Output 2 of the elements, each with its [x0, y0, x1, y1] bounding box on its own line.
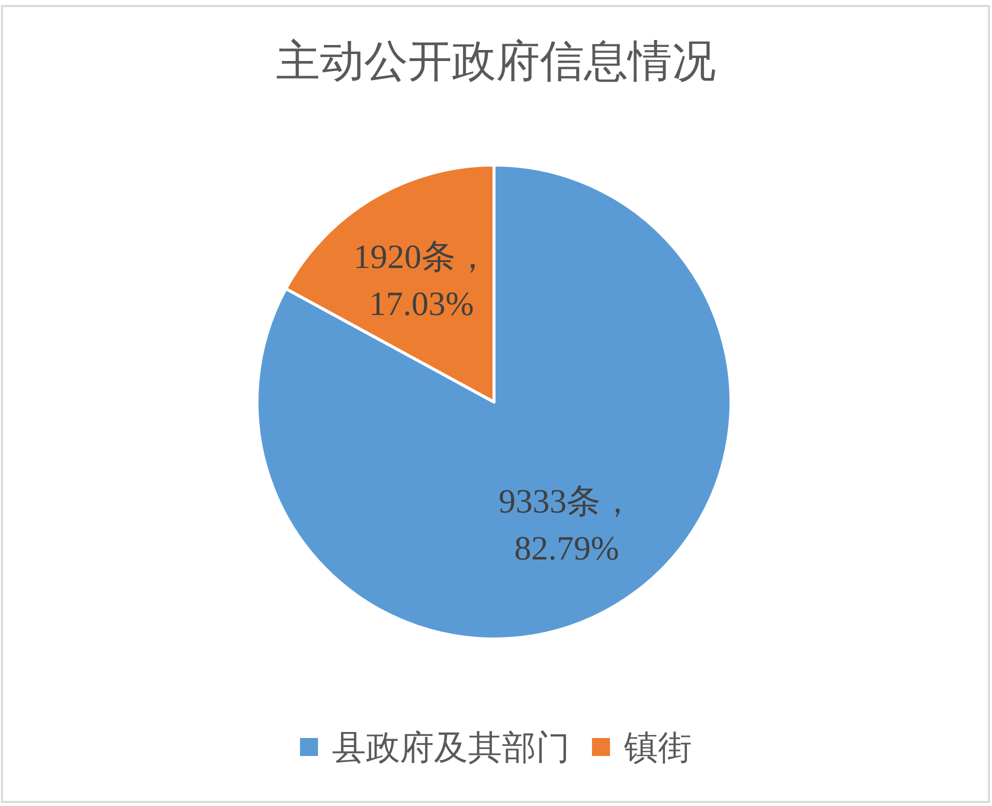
title: 主动公开政府信息情况 — [276, 37, 716, 86]
legend-label: 镇街 — [623, 730, 692, 768]
